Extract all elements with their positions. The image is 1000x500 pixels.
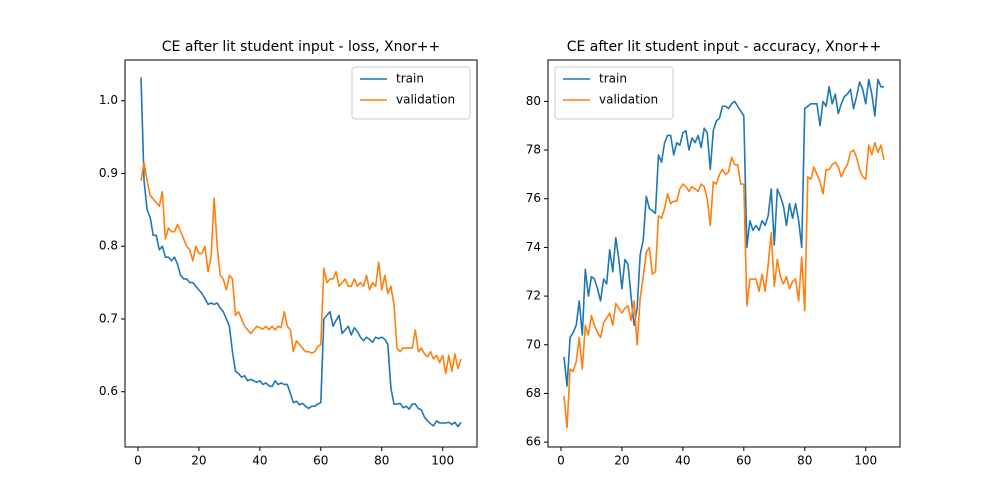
y-tick-label: 0.6 (99, 384, 118, 398)
x-tick-label: 0 (557, 454, 565, 468)
legend-label: train (396, 72, 424, 86)
y-tick-label: 0.9 (99, 166, 118, 180)
legend: train validation (351, 66, 471, 120)
x-tick-label: 60 (313, 454, 328, 468)
y-tick-label: 74 (526, 240, 541, 254)
legend-label: train (599, 72, 627, 86)
legend-box (351, 66, 471, 120)
series-line (140, 77, 462, 428)
y-tick-label: 70 (526, 337, 541, 351)
x-tick-label: 100 (431, 454, 454, 468)
x-tick-label: 60 (736, 454, 751, 468)
legend-label: validation (396, 93, 455, 107)
x-tick-label: 40 (252, 454, 267, 468)
y-tick-label: 68 (526, 386, 541, 400)
series-line (563, 78, 884, 387)
legend: train validation (554, 66, 674, 120)
axes-frame (547, 59, 901, 448)
x-tick-label: 80 (797, 454, 812, 468)
x-tick-label: 40 (675, 454, 690, 468)
x-tick-label: 80 (374, 454, 389, 468)
y-tick-label: 0.7 (99, 311, 118, 325)
chart-title: CE after lit student input - loss, Xnor+… (162, 39, 440, 55)
x-tick-label: 0 (134, 454, 142, 468)
y-tick-label: 1.0 (99, 93, 118, 107)
y-tick-label: 76 (526, 191, 541, 205)
x-tick-label: 20 (614, 454, 629, 468)
legend-label: validation (599, 93, 658, 107)
y-tick-label: 72 (526, 289, 541, 303)
x-tick-label: 100 (854, 454, 877, 468)
series-line (140, 161, 462, 375)
axes-frame (124, 59, 478, 448)
legend-box (554, 66, 674, 120)
y-tick-label: 78 (526, 143, 541, 157)
y-tick-label: 80 (526, 94, 541, 108)
x-tick-label: 20 (191, 454, 206, 468)
y-tick-label: 0.8 (99, 239, 118, 253)
series-line (563, 141, 885, 429)
y-tick-label: 66 (526, 435, 541, 449)
chart-title: CE after lit student input - accuracy, X… (567, 39, 882, 55)
